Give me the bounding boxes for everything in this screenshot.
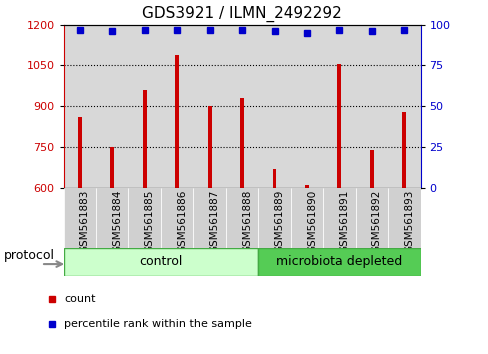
- Bar: [63, 248, 258, 276]
- Bar: [355, 188, 387, 248]
- Text: GSM561887: GSM561887: [209, 189, 219, 253]
- Bar: [207, 106, 211, 188]
- Bar: [142, 90, 146, 188]
- Text: GSM561888: GSM561888: [242, 189, 251, 253]
- Bar: [402, 112, 406, 188]
- Text: GSM561890: GSM561890: [306, 189, 316, 253]
- Bar: [128, 188, 161, 248]
- Text: protocol: protocol: [3, 249, 54, 262]
- Bar: [305, 185, 308, 188]
- Text: percentile rank within the sample: percentile rank within the sample: [64, 319, 251, 329]
- Bar: [387, 188, 420, 248]
- Text: GSM561883: GSM561883: [80, 189, 90, 253]
- Bar: [193, 188, 225, 248]
- Text: GSM561891: GSM561891: [339, 189, 349, 253]
- Text: GSM561889: GSM561889: [274, 189, 284, 253]
- Bar: [175, 55, 179, 188]
- Bar: [161, 188, 193, 248]
- Text: GSM561892: GSM561892: [371, 189, 381, 253]
- Bar: [258, 248, 420, 276]
- Text: GSM561885: GSM561885: [144, 189, 154, 253]
- Bar: [78, 117, 81, 188]
- Bar: [337, 64, 341, 188]
- Bar: [63, 188, 96, 248]
- Bar: [290, 188, 323, 248]
- Text: count: count: [64, 294, 95, 304]
- Text: GSM561886: GSM561886: [177, 189, 187, 253]
- Bar: [369, 150, 373, 188]
- Bar: [258, 188, 290, 248]
- Bar: [110, 147, 114, 188]
- Bar: [240, 98, 244, 188]
- Text: control: control: [139, 256, 182, 268]
- Bar: [96, 188, 128, 248]
- Text: GSM561893: GSM561893: [404, 189, 413, 253]
- Bar: [272, 169, 276, 188]
- Bar: [225, 188, 258, 248]
- Text: microbiota depleted: microbiota depleted: [276, 256, 402, 268]
- Title: GDS3921 / ILMN_2492292: GDS3921 / ILMN_2492292: [142, 6, 341, 22]
- Text: GSM561884: GSM561884: [112, 189, 122, 253]
- Bar: [323, 188, 355, 248]
